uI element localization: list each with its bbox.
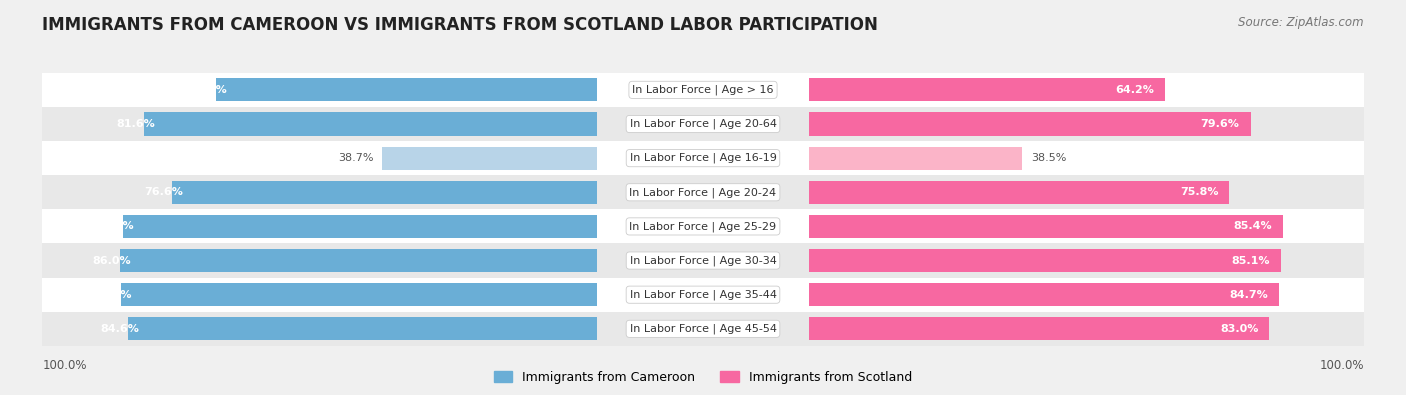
- Text: 64.2%: 64.2%: [1115, 85, 1154, 95]
- Bar: [0, 312, 1406, 346]
- Bar: [0, 243, 1406, 278]
- Text: In Labor Force | Age 16-19: In Labor Force | Age 16-19: [630, 153, 776, 164]
- Bar: [42, 278, 1153, 312]
- Text: In Labor Force | Age 20-64: In Labor Force | Age 20-64: [630, 119, 776, 129]
- Bar: [253, 73, 1364, 107]
- Text: 85.1%: 85.1%: [1232, 256, 1270, 265]
- Bar: [808, 317, 1270, 340]
- Bar: [253, 312, 1364, 346]
- Bar: [808, 249, 1281, 272]
- Text: 100.0%: 100.0%: [1319, 359, 1364, 372]
- Text: 38.7%: 38.7%: [339, 153, 374, 163]
- Bar: [382, 147, 598, 170]
- Text: In Labor Force | Age 25-29: In Labor Force | Age 25-29: [630, 221, 776, 232]
- Bar: [42, 107, 1153, 141]
- Bar: [42, 243, 1153, 278]
- Bar: [253, 278, 1364, 312]
- Bar: [0, 278, 1406, 312]
- Text: Source: ZipAtlas.com: Source: ZipAtlas.com: [1239, 16, 1364, 29]
- Text: In Labor Force | Age 45-54: In Labor Force | Age 45-54: [630, 324, 776, 334]
- Bar: [124, 215, 598, 238]
- Text: 83.0%: 83.0%: [1220, 324, 1258, 334]
- Text: 38.5%: 38.5%: [1031, 153, 1066, 163]
- Bar: [808, 215, 1282, 238]
- Text: In Labor Force | Age 30-34: In Labor Force | Age 30-34: [630, 255, 776, 266]
- Text: 85.4%: 85.4%: [1233, 222, 1271, 231]
- Bar: [253, 175, 1364, 209]
- Bar: [808, 113, 1250, 135]
- Text: 100.0%: 100.0%: [42, 359, 87, 372]
- Text: 86.0%: 86.0%: [93, 256, 131, 265]
- Text: 68.7%: 68.7%: [188, 85, 226, 95]
- Bar: [808, 181, 1229, 204]
- Text: 85.8%: 85.8%: [94, 290, 132, 300]
- Bar: [808, 283, 1279, 306]
- Bar: [0, 209, 1406, 243]
- Text: 79.6%: 79.6%: [1201, 119, 1240, 129]
- Bar: [42, 312, 1153, 346]
- Bar: [253, 141, 1364, 175]
- Text: 85.4%: 85.4%: [96, 222, 135, 231]
- Bar: [217, 78, 598, 102]
- Bar: [253, 209, 1364, 243]
- Text: IMMIGRANTS FROM CAMEROON VS IMMIGRANTS FROM SCOTLAND LABOR PARTICIPATION: IMMIGRANTS FROM CAMEROON VS IMMIGRANTS F…: [42, 16, 879, 34]
- Bar: [121, 283, 598, 306]
- Bar: [145, 113, 598, 135]
- Text: 81.6%: 81.6%: [117, 119, 156, 129]
- Bar: [42, 73, 1153, 107]
- Text: 84.7%: 84.7%: [1229, 290, 1268, 300]
- Bar: [128, 317, 598, 340]
- Text: In Labor Force | Age 35-44: In Labor Force | Age 35-44: [630, 290, 776, 300]
- Text: 76.6%: 76.6%: [145, 187, 183, 197]
- Bar: [0, 107, 1406, 141]
- Bar: [0, 175, 1406, 209]
- Text: 84.6%: 84.6%: [100, 324, 139, 334]
- Bar: [0, 73, 1406, 107]
- Bar: [808, 147, 1022, 170]
- Bar: [42, 175, 1153, 209]
- Bar: [808, 78, 1166, 102]
- Legend: Immigrants from Cameroon, Immigrants from Scotland: Immigrants from Cameroon, Immigrants fro…: [489, 366, 917, 389]
- Bar: [120, 249, 598, 272]
- Bar: [0, 141, 1406, 175]
- Text: 75.8%: 75.8%: [1180, 187, 1219, 197]
- Bar: [42, 209, 1153, 243]
- Bar: [42, 141, 1153, 175]
- Text: In Labor Force | Age 20-24: In Labor Force | Age 20-24: [630, 187, 776, 198]
- Bar: [253, 243, 1364, 278]
- Bar: [172, 181, 598, 204]
- Bar: [253, 107, 1364, 141]
- Text: In Labor Force | Age > 16: In Labor Force | Age > 16: [633, 85, 773, 95]
